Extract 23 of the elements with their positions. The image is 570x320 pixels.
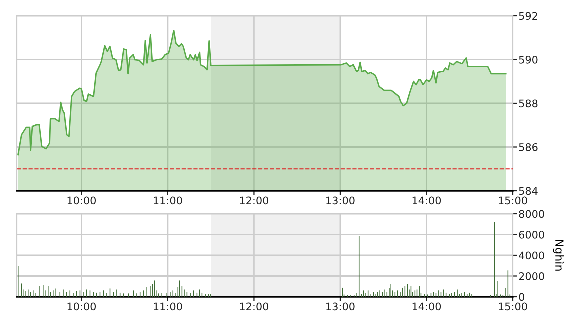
y-tick-label: 2000: [519, 272, 544, 280]
x-tick-label: 15:00: [499, 302, 528, 311]
x-tick-label: 12:00: [240, 302, 269, 311]
y-tick-label: 592: [519, 12, 538, 20]
x-tick-label: 12:00: [240, 196, 269, 205]
y-tick-label: 4000: [519, 252, 544, 260]
y-tick-label: 6000: [519, 230, 544, 239]
x-tick-label: 13:00: [326, 196, 355, 205]
x-tick-label: 11:00: [154, 196, 182, 205]
y-tick-label: 590: [519, 56, 538, 64]
y-tick-label: 586: [519, 143, 538, 152]
y-tick-label: 0: [519, 293, 524, 302]
x-tick-label: 10:00: [68, 196, 96, 205]
y-tick-label: 588: [519, 100, 538, 108]
x-tick-label: 14:00: [412, 302, 442, 311]
y-axis-title: Nghìn: [553, 240, 565, 271]
y-tick-label: 8000: [519, 210, 544, 218]
x-tick-label: 14:00: [412, 196, 442, 205]
x-tick-label: 11:00: [154, 302, 182, 311]
y-tick-label: 584: [519, 187, 538, 196]
x-tick-label: 13:00: [326, 302, 355, 311]
x-tick-label: 15:00: [499, 196, 528, 205]
x-tick-label: 10:00: [68, 302, 96, 311]
